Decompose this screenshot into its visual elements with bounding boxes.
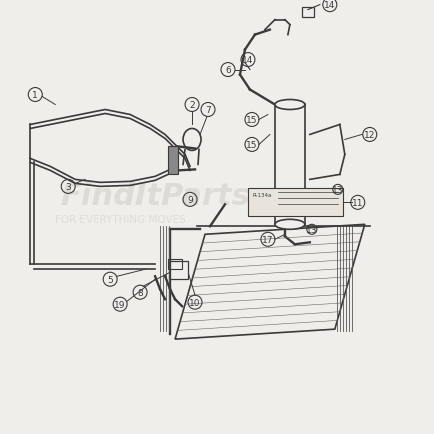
Text: FindItParts: FindItParts [60,182,250,211]
Text: 5: 5 [107,275,113,284]
Bar [247,189,342,217]
Text: 8: 8 [137,288,143,297]
Bar [170,262,187,279]
Bar [168,147,178,175]
Text: 12: 12 [363,131,375,140]
Text: 10: 10 [189,298,201,307]
Text: 13: 13 [331,185,343,194]
Text: 13: 13 [306,225,317,234]
Text: 17: 17 [262,235,273,244]
Text: 6: 6 [224,66,230,75]
Text: 19: 19 [114,300,125,309]
Text: 3: 3 [65,182,71,191]
Text: 14: 14 [242,56,253,65]
Text: 2: 2 [189,101,194,110]
Bar [274,105,304,225]
Ellipse shape [274,100,304,110]
Text: FOR EVERYTHING MOVES: FOR EVERYTHING MOVES [55,215,186,225]
Text: 7: 7 [205,106,210,115]
Text: 11: 11 [351,198,363,207]
Text: 15: 15 [246,116,257,125]
Text: 9: 9 [187,195,192,204]
Text: R-134a: R-134a [252,193,272,198]
Bar [301,8,313,18]
Ellipse shape [274,220,304,230]
Text: 14: 14 [323,1,335,10]
Text: 15: 15 [246,141,257,150]
Text: 1: 1 [32,91,38,100]
Bar [168,260,182,270]
